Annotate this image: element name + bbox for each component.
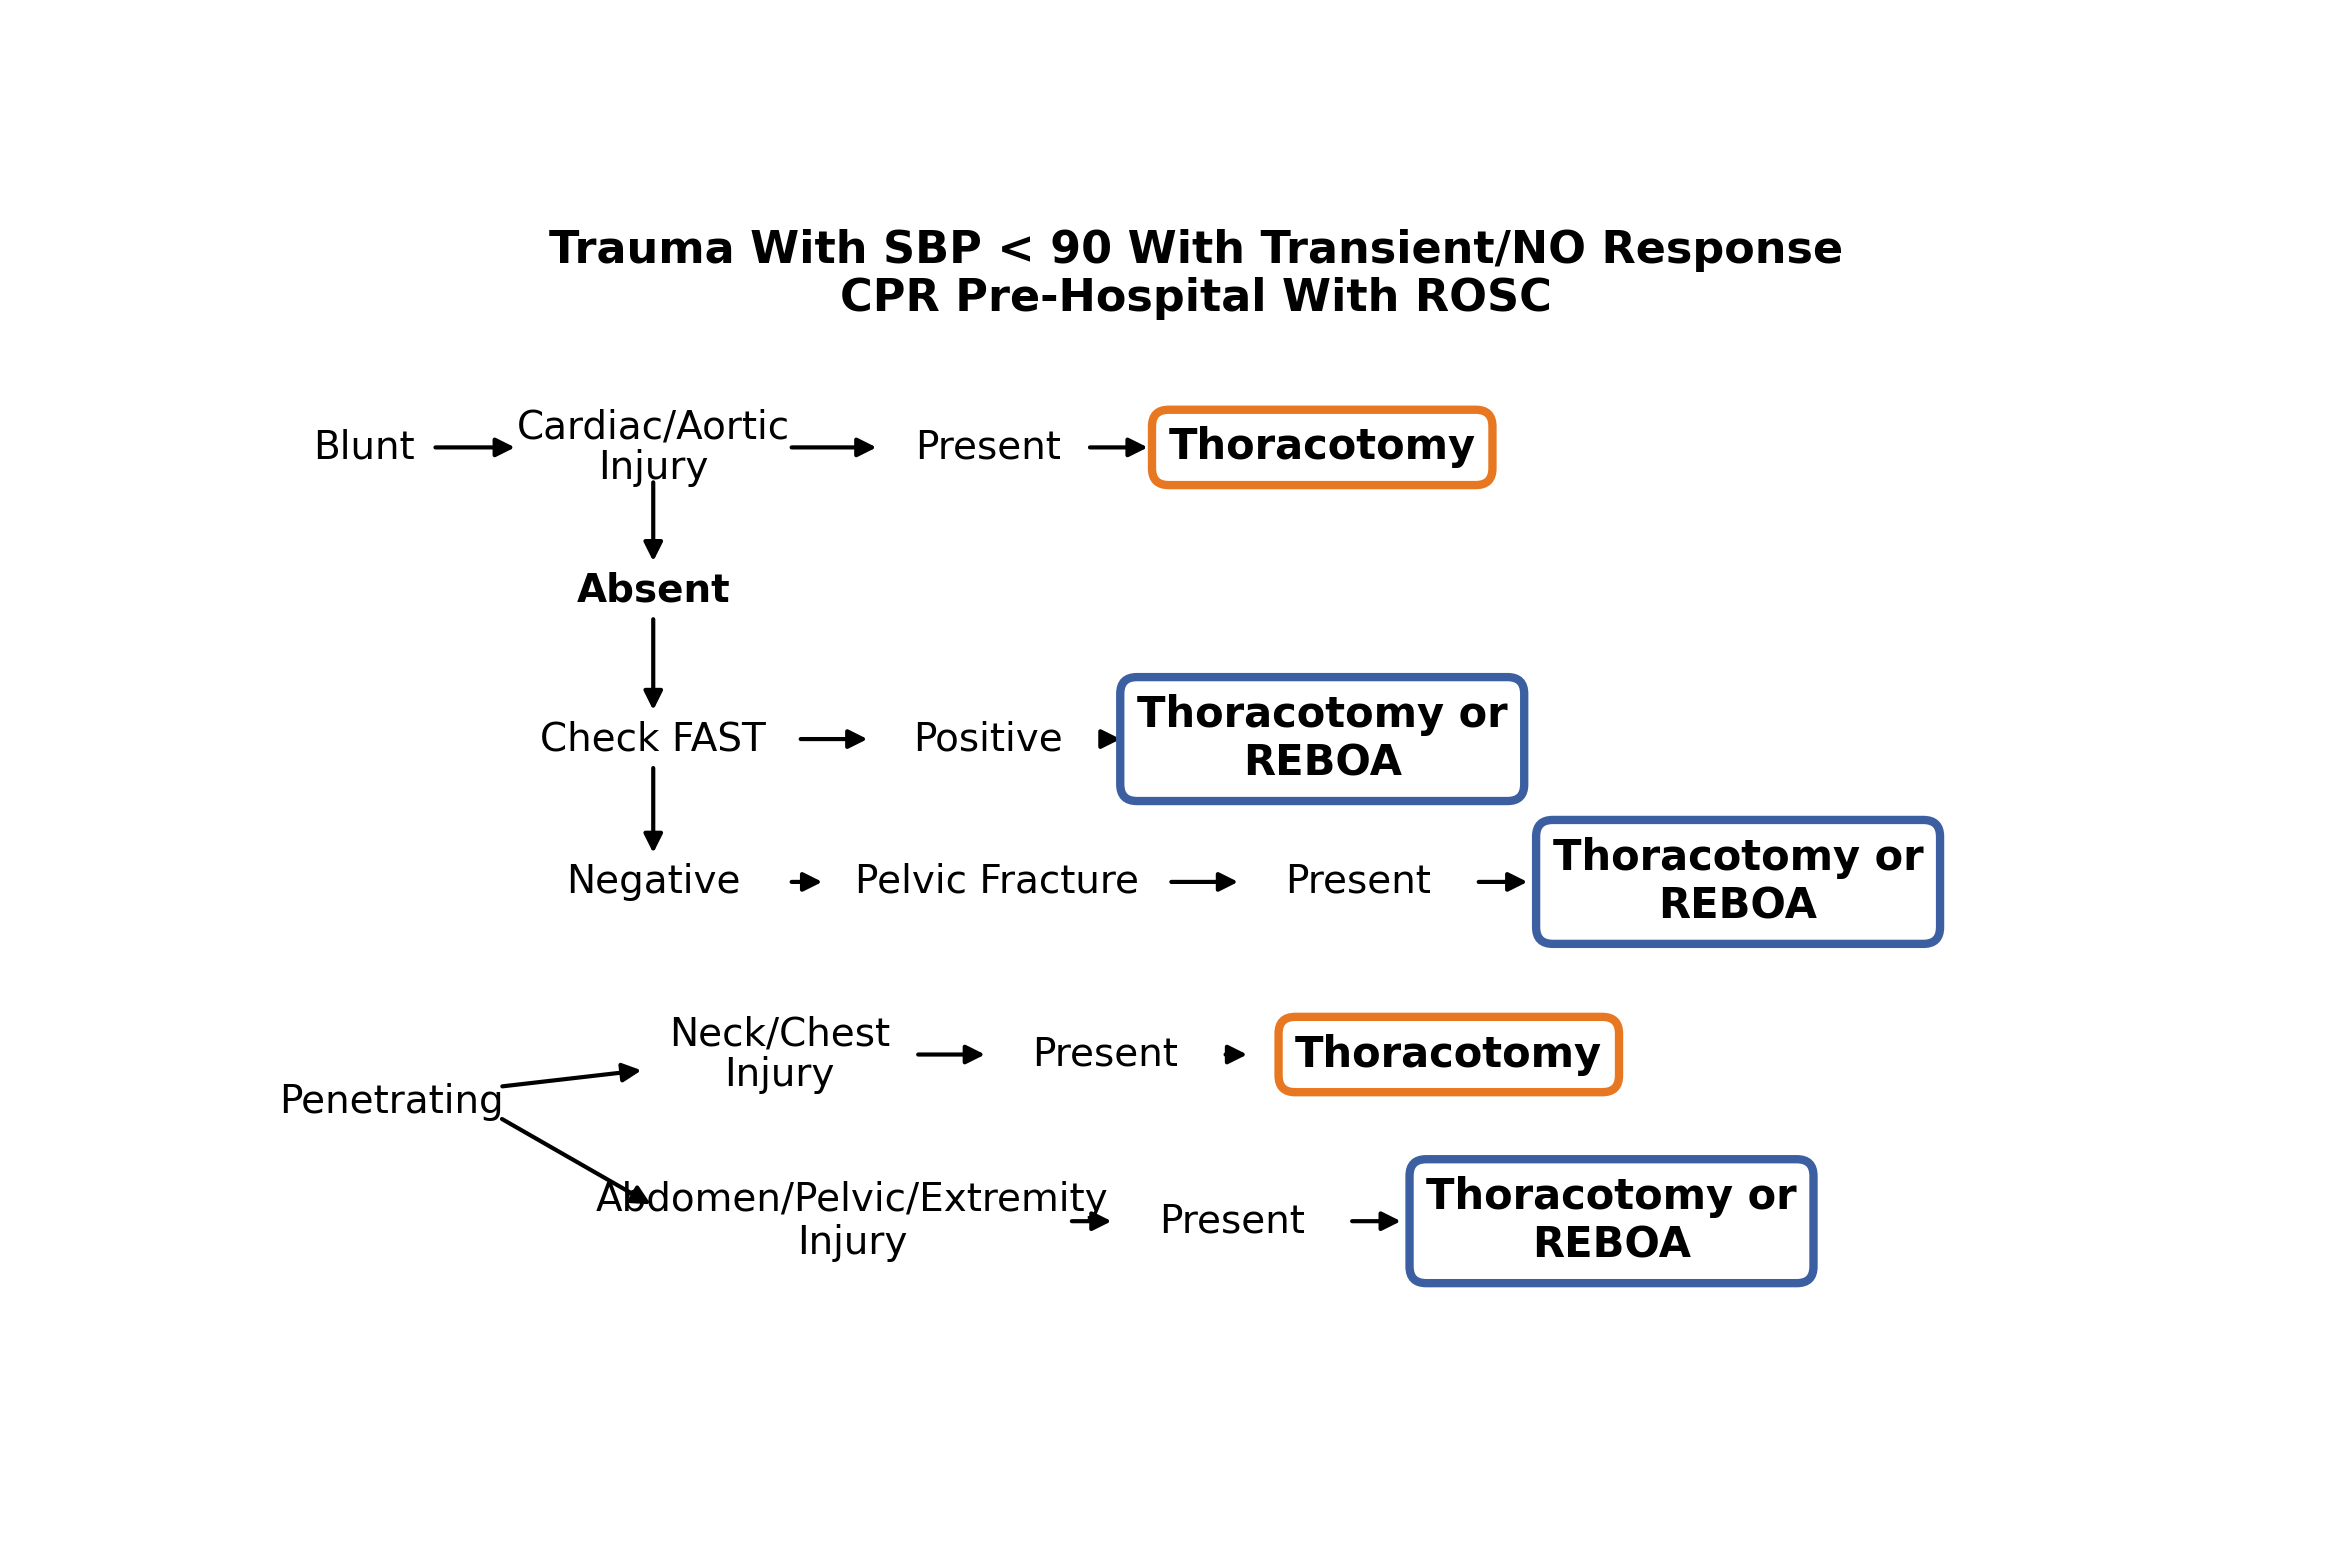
Text: Injury: Injury (726, 1056, 835, 1093)
Text: Cardiac/Aortic: Cardiac/Aortic (516, 408, 791, 447)
Text: Absent: Absent (576, 572, 730, 609)
Text: Injury: Injury (597, 448, 709, 487)
Text: Present: Present (1160, 1203, 1304, 1240)
Text: Abdomen/Pelvic/Extremity: Abdomen/Pelvic/Extremity (595, 1181, 1108, 1218)
Text: Negative: Negative (567, 863, 740, 901)
Text: Present: Present (1031, 1036, 1178, 1073)
Text: Thoracotomy: Thoracotomy (1169, 427, 1477, 468)
Text: Blunt: Blunt (313, 428, 415, 467)
Text: Thoracotomy or
REBOA: Thoracotomy or REBOA (1554, 836, 1922, 928)
Text: Present: Present (915, 428, 1062, 467)
Text: Thoracotomy or
REBOA: Thoracotomy or REBOA (1425, 1177, 1796, 1266)
Text: Present: Present (1285, 863, 1432, 901)
Text: Trauma With SBP < 90 With Transient/NO Response: Trauma With SBP < 90 With Transient/NO R… (548, 229, 1843, 272)
Text: Neck/Chest: Neck/Chest (670, 1016, 891, 1053)
Text: Check FAST: Check FAST (541, 720, 765, 758)
Text: Thoracotomy: Thoracotomy (1295, 1034, 1603, 1076)
Text: Injury: Injury (798, 1223, 908, 1262)
Text: Pelvic Fracture: Pelvic Fracture (854, 863, 1139, 901)
Text: Thoracotomy or
REBOA: Thoracotomy or REBOA (1136, 694, 1507, 784)
Text: CPR Pre-Hospital With ROSC: CPR Pre-Hospital With ROSC (840, 277, 1551, 320)
Text: Penetrating: Penetrating (278, 1084, 504, 1121)
Text: Positive: Positive (912, 720, 1062, 758)
